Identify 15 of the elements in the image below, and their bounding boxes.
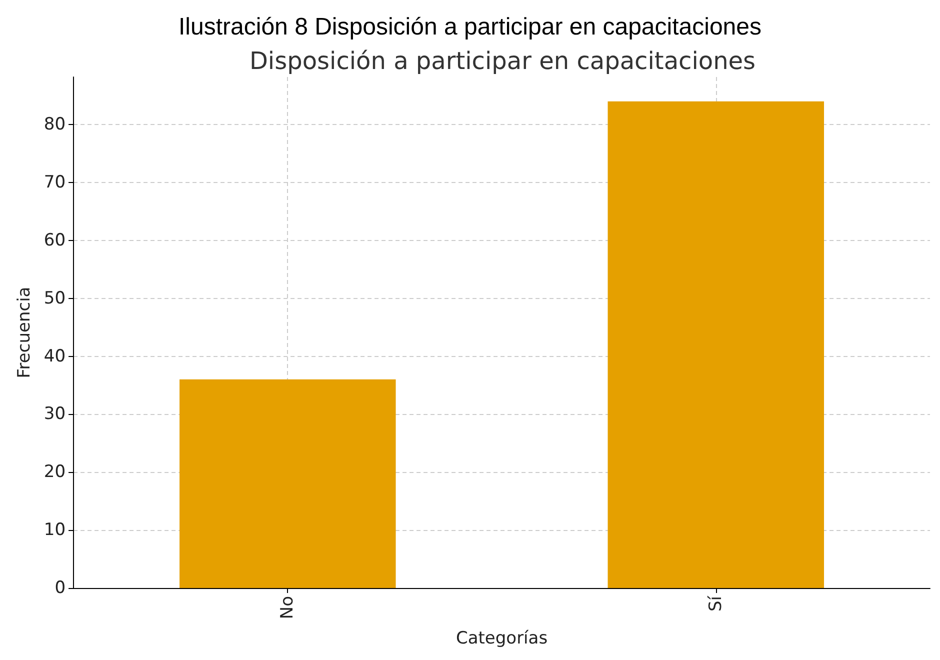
x-axis-title: Categorías <box>456 628 548 648</box>
y-tick-label: 70 <box>44 172 66 192</box>
y-tick-label: 0 <box>54 578 66 598</box>
x-tick-label: No <box>278 596 298 620</box>
y-tick-label: 60 <box>44 230 66 250</box>
y-tick-label: 20 <box>44 462 66 482</box>
y-tick-label: 50 <box>44 288 66 308</box>
y-tick-label: 30 <box>44 404 66 424</box>
y-axis-title: Frecuencia <box>14 286 34 378</box>
y-tick-label: 40 <box>44 346 66 366</box>
chart-subtitle: Disposición a participar en capacitaciones <box>249 47 756 75</box>
y-tick-label: 80 <box>44 114 66 135</box>
x-tick-label: Sí <box>706 594 726 612</box>
chart-title: Ilustración 8 Disposición a participar en capacitaciones <box>178 14 762 40</box>
y-tick-label: 10 <box>44 520 66 540</box>
